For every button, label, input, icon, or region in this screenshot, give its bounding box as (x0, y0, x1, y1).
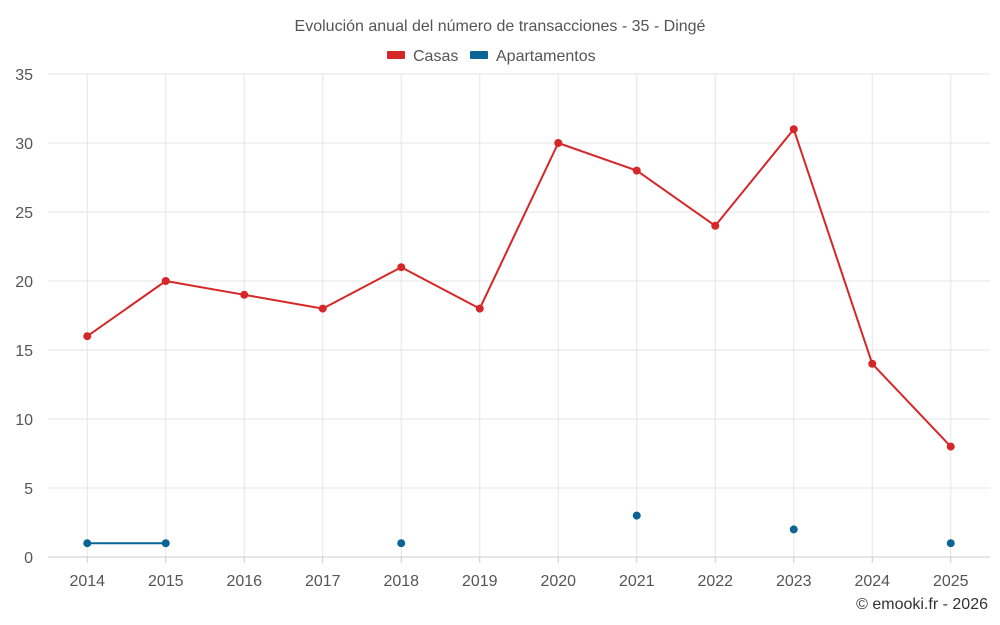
data-point-casas[interactable] (83, 332, 92, 341)
data-point-apartamentos[interactable] (946, 539, 955, 548)
y-tick-label: 15 (15, 343, 33, 360)
x-tick-label: 2017 (305, 573, 341, 590)
y-axis: 0 5 10 15 20 25 30 35 (15, 67, 33, 567)
legend: Casas Apartamentos (387, 48, 596, 65)
legend-swatch-casas (387, 51, 405, 59)
x-tick-label: 2015 (148, 573, 184, 590)
legend-label-casas[interactable]: Casas (413, 48, 458, 65)
x-tick-label: 2024 (854, 573, 890, 590)
x-tick-label: 2023 (776, 573, 812, 590)
chart-title: Evolución anual del número de transaccio… (295, 18, 706, 35)
credit-text: © emooki.fr - 2026 (856, 596, 988, 613)
series-layer (83, 125, 955, 548)
y-tick-label: 0 (24, 550, 33, 567)
y-tick-label: 25 (15, 205, 33, 222)
data-point-apartamentos[interactable] (397, 539, 406, 548)
x-tick-label: 2014 (69, 573, 105, 590)
series-line-casas (86, 128, 952, 448)
data-point-casas[interactable] (475, 304, 484, 313)
data-point-apartamentos[interactable] (632, 511, 641, 520)
data-point-casas[interactable] (789, 125, 798, 134)
data-point-casas[interactable] (868, 359, 877, 368)
y-tick-label: 35 (15, 67, 33, 84)
data-point-casas[interactable] (318, 304, 327, 313)
y-tick-label: 30 (15, 136, 33, 153)
y-tick-label: 10 (15, 412, 33, 429)
data-point-casas[interactable] (161, 277, 170, 285)
data-point-casas[interactable] (711, 221, 720, 230)
x-tick-label: 2018 (383, 573, 419, 590)
data-point-casas[interactable] (632, 166, 641, 175)
x-tick-label: 2022 (697, 573, 733, 590)
data-point-apartamentos[interactable] (789, 525, 798, 534)
legend-label-apartamentos[interactable]: Apartamentos (496, 48, 596, 65)
x-tick-label: 2019 (462, 573, 498, 590)
grid (48, 73, 990, 557)
x-tick-label: 2025 (933, 573, 969, 590)
x-tick-label: 2020 (540, 573, 576, 590)
x-axis: 2014 2015 2016 2017 2018 2019 2020 2021 2022 2023… (48, 556, 990, 590)
x-tick-label: 2021 (619, 573, 655, 590)
y-tick-label: 20 (15, 274, 33, 291)
legend-swatch-apartamentos (470, 51, 488, 59)
x-tick-label: 2016 (226, 573, 262, 590)
data-point-casas[interactable] (240, 290, 249, 299)
data-point-casas[interactable] (397, 263, 406, 272)
data-point-apartamentos[interactable] (83, 539, 92, 548)
data-point-casas[interactable] (946, 442, 955, 451)
data-point-apartamentos[interactable] (161, 539, 170, 548)
y-tick-label: 5 (24, 481, 33, 498)
data-point-casas[interactable] (554, 139, 563, 147)
